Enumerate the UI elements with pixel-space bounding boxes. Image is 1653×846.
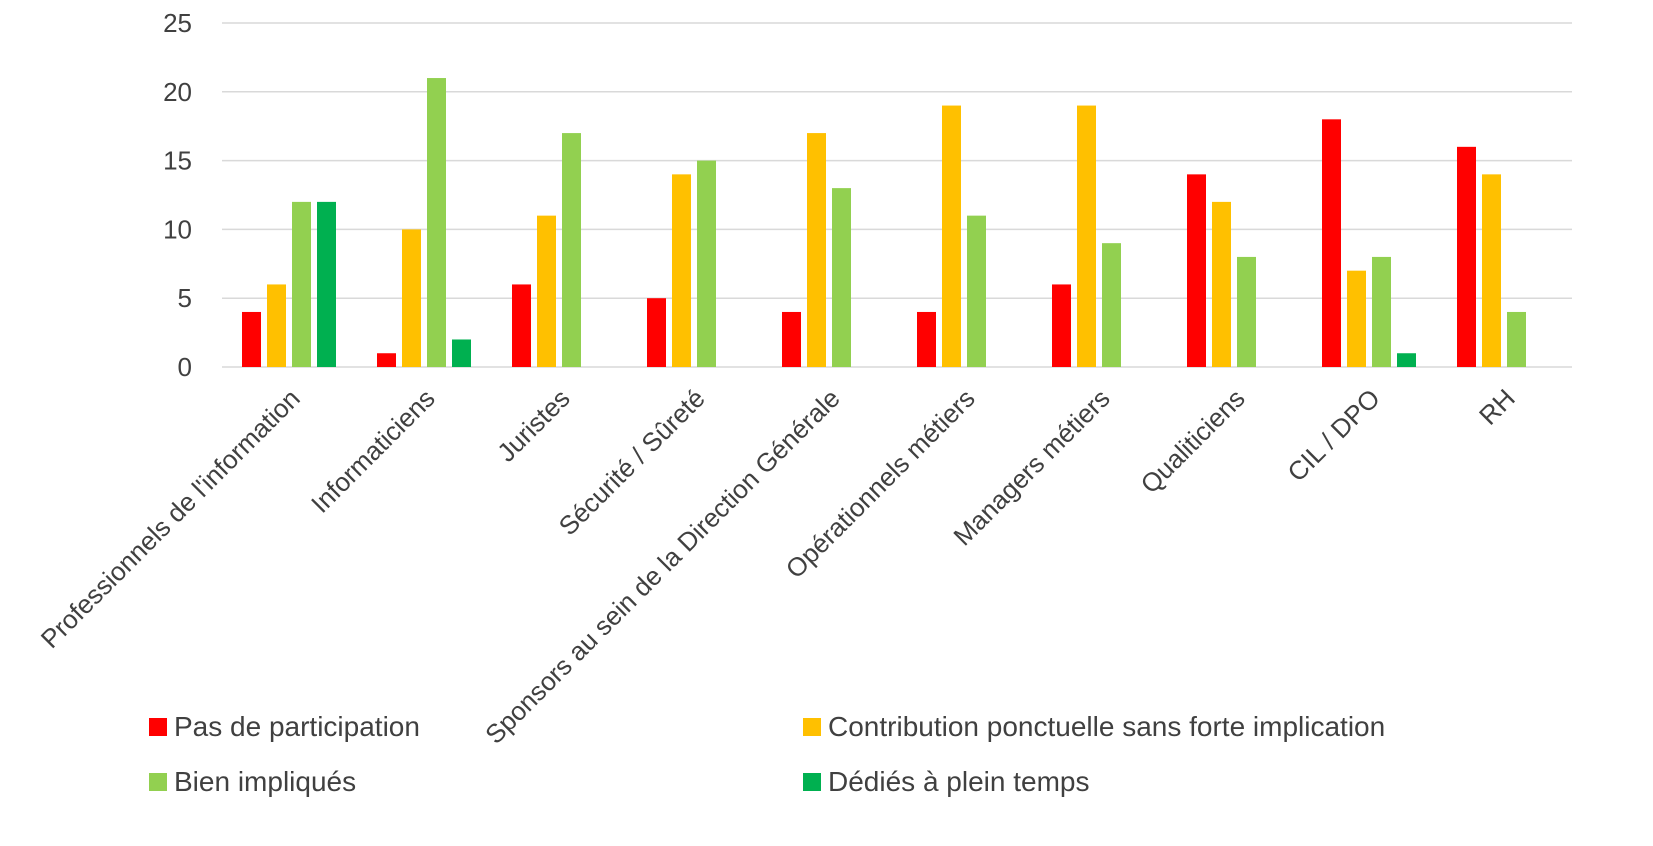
bar <box>1187 174 1206 367</box>
legend-item: Dédiés à plein temps <box>803 766 1089 797</box>
y-tick-label: 15 <box>163 146 192 176</box>
y-tick-label: 0 <box>178 352 192 382</box>
bar <box>832 188 851 367</box>
x-tick-label: Juristes <box>491 383 576 468</box>
y-tick-label: 20 <box>163 77 192 107</box>
bar <box>807 133 826 367</box>
bar <box>377 353 396 367</box>
bar <box>917 311 936 367</box>
bar <box>1372 256 1391 367</box>
bar <box>512 284 531 367</box>
bar <box>782 311 801 367</box>
legend-item: Pas de participation <box>149 711 420 742</box>
bar <box>1457 146 1476 367</box>
bar <box>537 215 556 367</box>
x-tick-label: Qualiticiens <box>1134 383 1250 499</box>
legend-swatch <box>803 773 821 791</box>
x-tick-label: Informaticiens <box>305 383 441 519</box>
legend-label: Dédiés à plein temps <box>828 766 1089 797</box>
bar <box>317 201 336 367</box>
bar <box>242 311 261 367</box>
x-axis-labels: Professionnels de l'information Informati… <box>35 383 1521 750</box>
legend-swatch <box>803 718 821 736</box>
bar <box>292 201 311 367</box>
bar <box>1397 353 1416 367</box>
bar <box>1482 174 1501 367</box>
y-tick-label: 5 <box>178 283 192 313</box>
bar <box>1102 243 1121 367</box>
bar <box>1077 105 1096 367</box>
bar <box>452 339 471 367</box>
x-tick-label: Professionnels de l'information <box>35 383 306 654</box>
bar <box>562 133 581 367</box>
y-tick-label: 10 <box>163 214 192 244</box>
legend-swatch <box>149 718 167 736</box>
x-tick-label: RH <box>1473 383 1521 431</box>
y-axis-ticks: 0 5 10 15 20 25 <box>163 8 192 382</box>
bar <box>1237 256 1256 367</box>
bar <box>1052 284 1071 367</box>
gridlines <box>222 22 1572 368</box>
bar <box>267 284 286 367</box>
bar <box>1347 270 1366 367</box>
bars <box>242 78 1526 367</box>
x-tick-label: CIL / DPO <box>1281 383 1385 487</box>
bar <box>1507 311 1526 367</box>
bar <box>647 298 666 367</box>
legend-item: Contribution ponctuelle sans forte impli… <box>803 711 1385 742</box>
x-tick-label: Sécurité / Sûreté <box>553 383 711 541</box>
bar <box>402 229 421 367</box>
bar <box>1212 201 1231 367</box>
legend-swatch <box>149 773 167 791</box>
bar <box>427 78 446 367</box>
legend-label: Bien impliqués <box>174 766 356 797</box>
bar <box>672 174 691 367</box>
legend-label: Contribution ponctuelle sans forte impli… <box>828 711 1385 742</box>
bar <box>942 105 961 367</box>
y-tick-label: 25 <box>163 8 192 38</box>
legend: Pas de participation Contribution ponctue… <box>149 711 1385 797</box>
bar <box>1322 119 1341 367</box>
legend-label: Pas de participation <box>174 711 420 742</box>
bar <box>967 215 986 367</box>
bar <box>697 160 716 367</box>
legend-item: Bien impliqués <box>149 766 356 797</box>
